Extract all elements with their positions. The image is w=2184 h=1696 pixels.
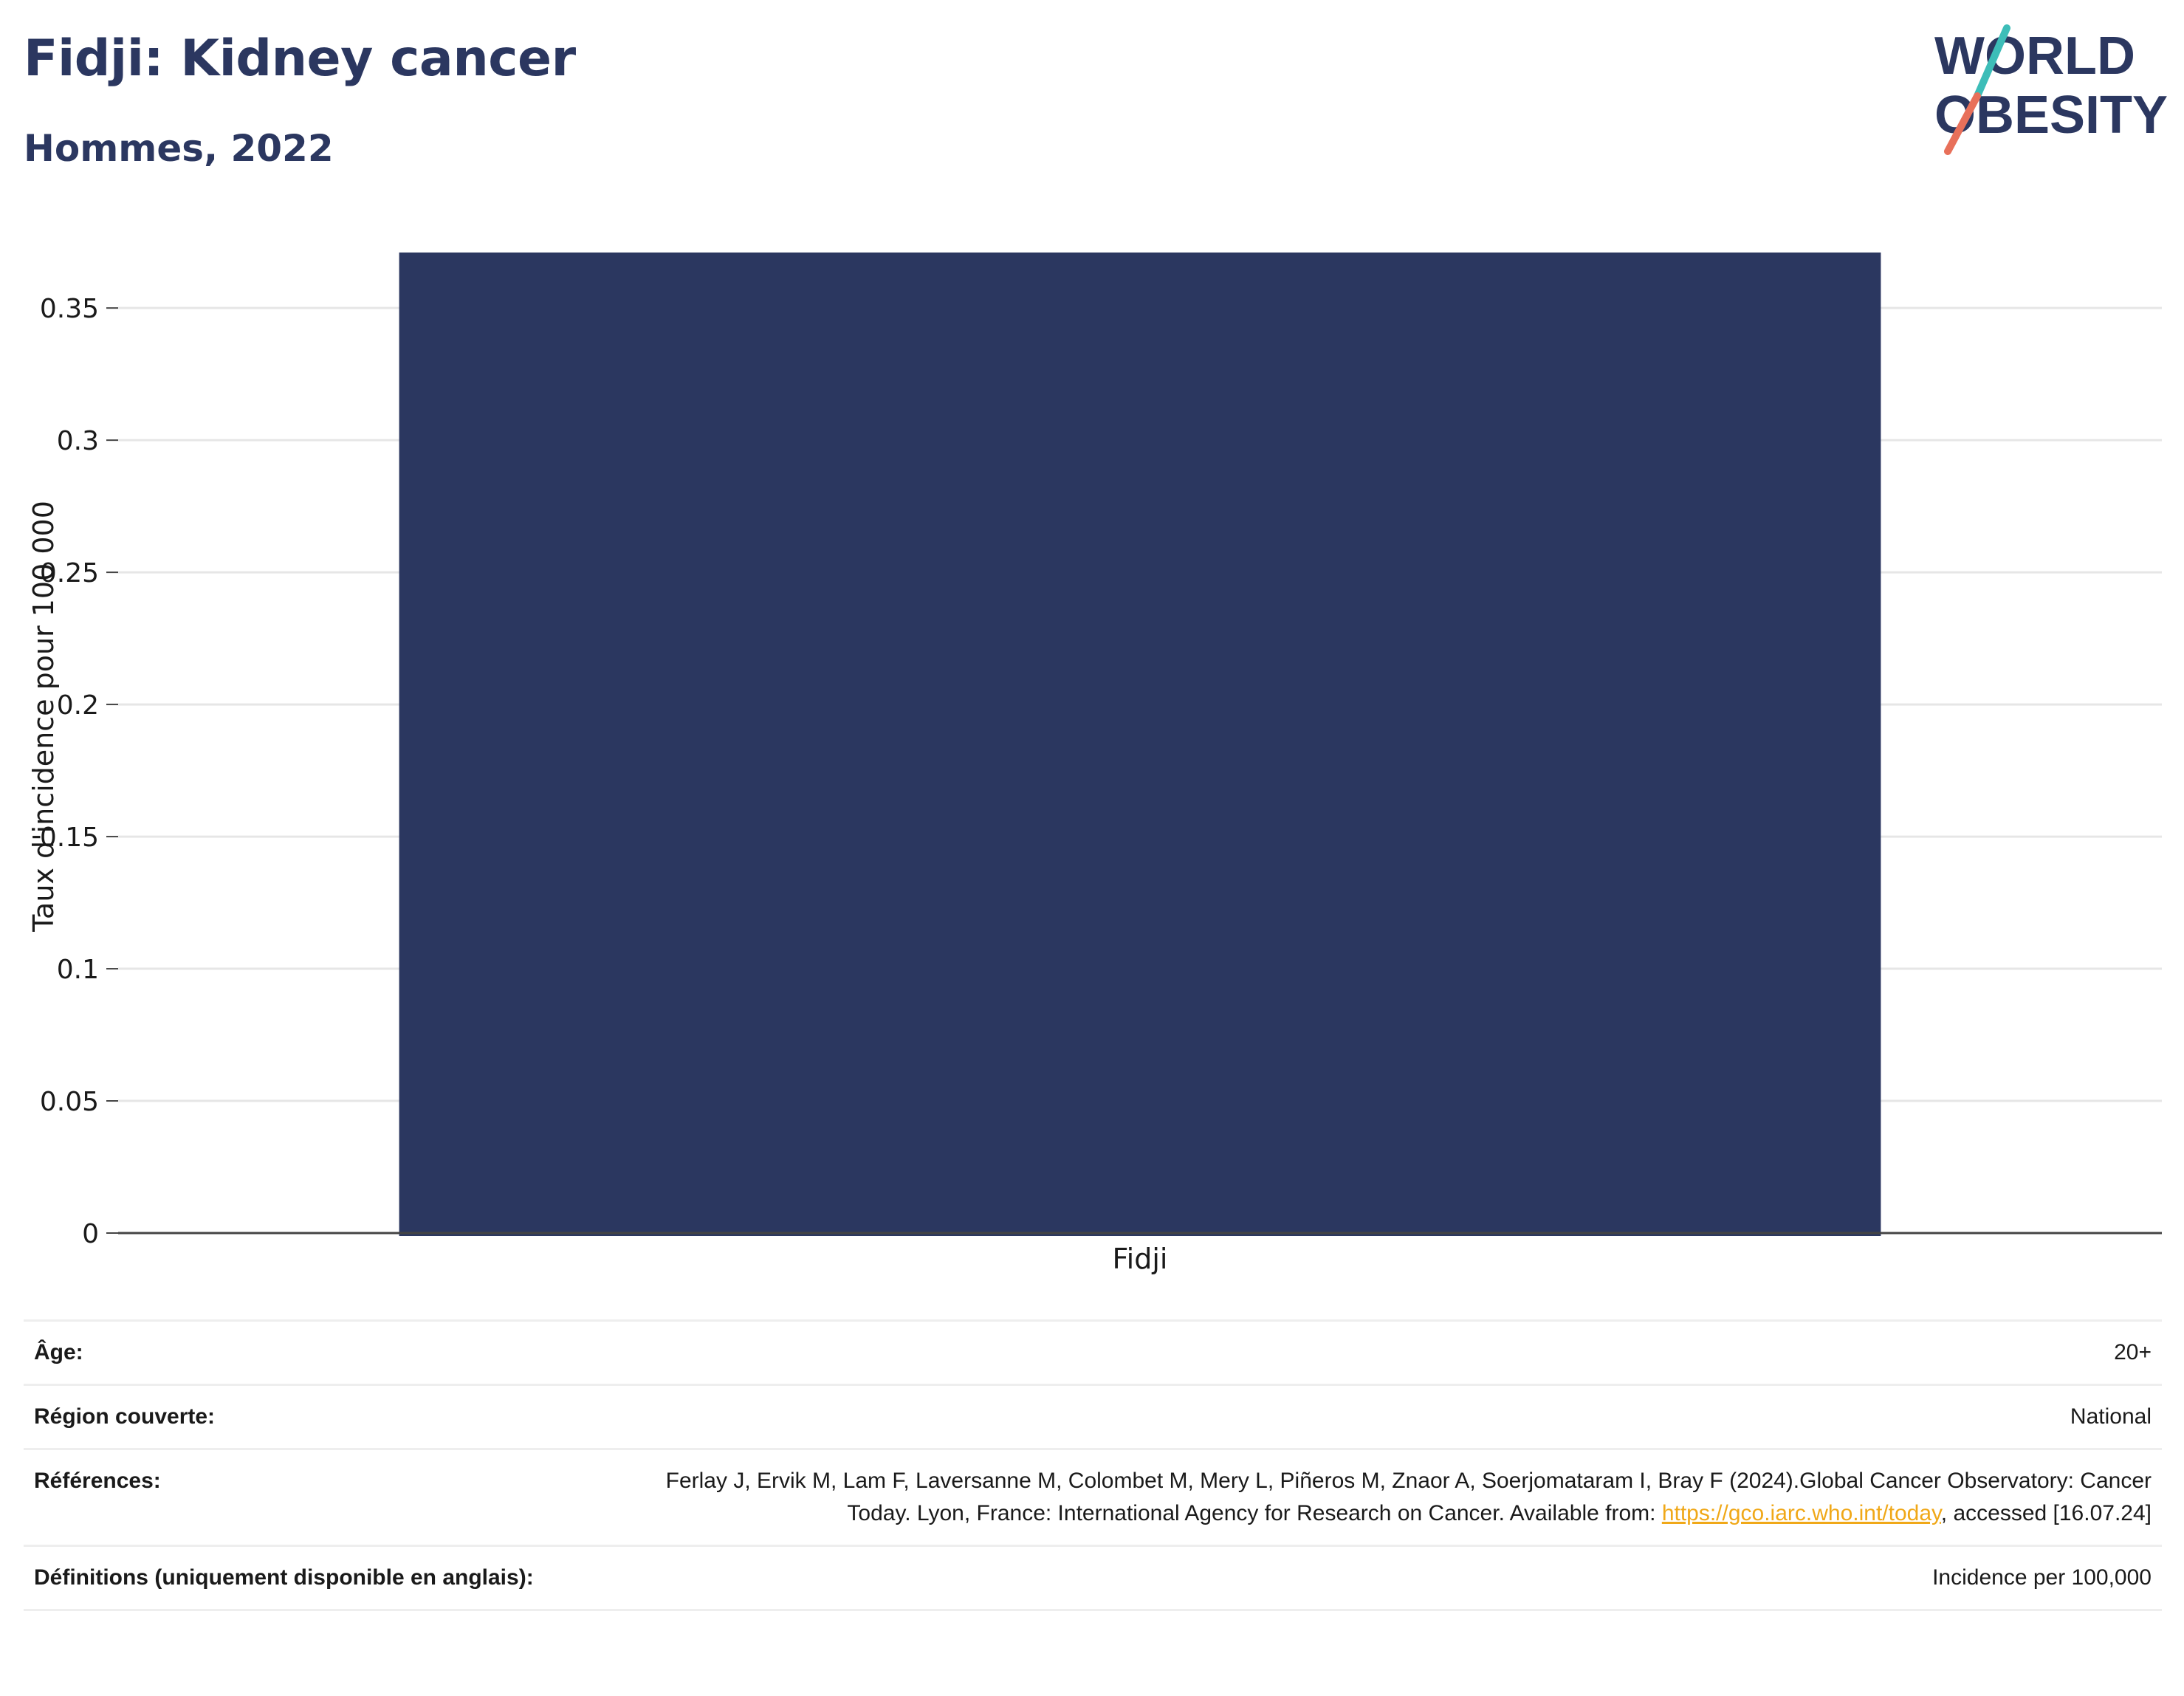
meta-row-age: Âge: 20+ [24,1319,2162,1384]
region-label: Région couverte: [34,1404,216,1429]
world-obesity-logo: WORLD OBESITY [1934,24,2168,155]
age-value: 20+ [2114,1340,2152,1364]
meta-row-references: Références: Ferlay J, Ervik M, Lam F, La… [24,1448,2162,1545]
references-accessed: , accessed [16.07.24] [1940,1501,2152,1525]
axes: 0 0.05 0.1 0.15 0.2 0.25 0.3 0.35 Fidji [40,294,2162,1275]
y-tick-label: 0.2 [57,690,99,721]
meta-row-region: Région couverte: National [24,1384,2162,1448]
references-text: Ferlay J, Ervik M, Lam F, Laversanne M, … [665,1469,2152,1525]
bar-chart: 0 0.05 0.1 0.15 0.2 0.25 0.3 0.35 Fidji Taux d'i… [27,253,2162,1275]
y-axis-label: Taux d'incidence pour 100 000 [27,501,60,933]
y-tick-label: 0.3 [57,426,99,456]
references-link[interactable]: https://gco.iarc.who.int/today [1661,1501,1941,1525]
page-subtitle: Hommes, 2022 [24,127,334,170]
references-label: Références: [34,1469,161,1493]
x-tick-label: Fidji [1113,1243,1168,1275]
bar-fidji [399,253,1881,1236]
definitions-value: Incidence per 100,000 [1932,1565,2152,1590]
bars [399,253,1881,1236]
y-tick-label: 0 [82,1219,99,1249]
y-tick-label: 0.1 [57,955,99,985]
logo-slash-bottom [1944,92,1981,155]
y-tick-label: 0.35 [40,294,99,324]
definitions-label: Définitions (uniquement disponible en an… [34,1565,534,1590]
region-value: National [2070,1404,2152,1429]
logo-line2: OBESITY [1934,86,2168,145]
y-tick-label: 0.15 [40,823,99,853]
references-value: Ferlay J, Ervik M, Lam F, Laversanne M, … [601,1465,2152,1530]
y-tick-label: 0.05 [40,1087,99,1117]
logo-slash-top [1974,24,2010,100]
age-label: Âge: [34,1340,83,1364]
page-title: Fidji: Kidney cancer [24,30,576,88]
meta-row-definitions: Définitions (uniquement disponible en an… [24,1545,2162,1611]
y-tick-label: 0.25 [40,558,99,588]
logo-line1: WORLD [1934,27,2135,86]
metadata-table: Âge: 20+ Région couverte: National Référ… [24,1319,2162,1611]
